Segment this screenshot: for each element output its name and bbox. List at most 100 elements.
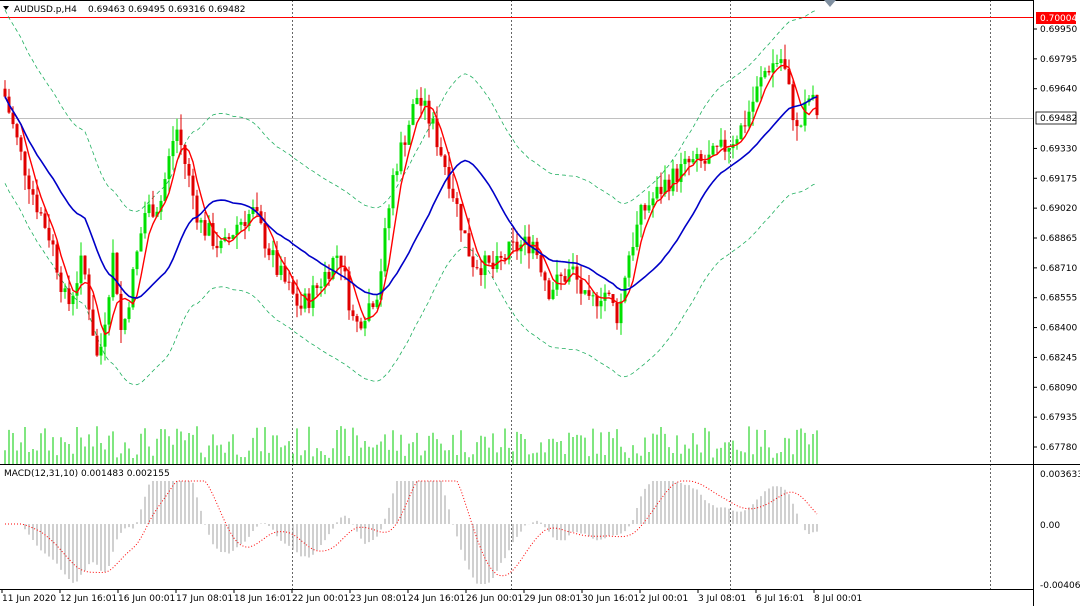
candle-body <box>387 208 391 229</box>
price-label: 0.68555 <box>1040 294 1077 304</box>
candle-body <box>687 158 691 163</box>
candle-body <box>639 204 643 225</box>
candle-body <box>15 124 19 138</box>
time-label: 26 Jun 00:01 <box>466 594 523 604</box>
candle-body <box>619 301 623 324</box>
candle-body <box>447 167 451 189</box>
time-label: 8 Jul 00:01 <box>814 594 862 604</box>
scroll-marker-icon[interactable] <box>824 0 836 7</box>
candle-body <box>251 207 255 215</box>
current-price-label: 0.69482 <box>1040 114 1077 124</box>
candle-body <box>367 303 371 321</box>
price-scale[interactable]: 0.69950 0.69795 0.69640 0.69330 0.69175 0.690… <box>1033 25 1077 453</box>
candle-body <box>631 246 635 256</box>
price-label: 0.69020 <box>1040 204 1077 214</box>
candle-body <box>263 223 267 249</box>
symbol-label: AUDUSD.p,H4 <box>14 5 77 15</box>
price-label: 0.68865 <box>1040 234 1077 244</box>
candle-body <box>343 267 347 272</box>
candle-body <box>599 300 603 307</box>
candle-body <box>359 321 363 329</box>
price-label: 0.68400 <box>1040 324 1077 334</box>
current-price-tag: 0.69482 <box>1035 111 1077 125</box>
candle-body <box>323 271 327 287</box>
triangle-down-icon[interactable] <box>3 6 9 10</box>
price-label: 0.67935 <box>1040 413 1077 423</box>
candle-body <box>475 267 479 269</box>
price-label: 0.69950 <box>1040 25 1077 35</box>
candle-body <box>435 118 439 148</box>
candle-body <box>211 223 215 246</box>
candle-body <box>99 346 103 356</box>
candle-body <box>747 111 751 127</box>
candle-body <box>199 220 203 223</box>
time-label: 29 Jun 08:01 <box>524 594 581 604</box>
candle-body <box>287 281 291 283</box>
candle-body <box>535 241 539 256</box>
candle-body <box>739 125 743 140</box>
candle-body <box>679 164 683 182</box>
candle-body <box>227 236 231 239</box>
candle-body <box>627 255 631 278</box>
time-label: 22 Jun 00:01 <box>292 594 349 604</box>
candle-body <box>71 295 75 305</box>
alert-price-tag[interactable]: 0.70004 <box>1036 12 1077 24</box>
candle-body <box>587 290 591 296</box>
candle-body <box>695 154 699 160</box>
candle-body <box>727 148 731 152</box>
candle-body <box>451 188 455 199</box>
candle-body <box>651 198 655 206</box>
candle-body <box>567 269 571 282</box>
candle-body <box>691 159 695 163</box>
candle-body <box>111 252 115 298</box>
candle-body <box>171 141 175 157</box>
candle-body <box>107 297 111 325</box>
candle-body <box>459 203 463 231</box>
candle-body <box>219 240 223 249</box>
candle-body <box>559 274 563 277</box>
time-label: 24 Jun 16:01 <box>408 594 465 604</box>
macd-panel[interactable]: MACD(12,31,10) 0.001483 0.002155 0.00363… <box>4 469 1080 591</box>
candle-body <box>371 303 375 308</box>
macd-histogram <box>24 481 818 584</box>
candle-body <box>419 97 423 106</box>
macd-scale-top: 0.003633 <box>1040 470 1080 480</box>
candle-body <box>499 255 503 258</box>
candle-body <box>787 68 791 85</box>
candle-body <box>755 86 759 102</box>
candle-body <box>331 257 335 279</box>
time-axis[interactable]: 11 Jun 2020 12 Jun 16:01 16 Jun 00:01 17 Ju… <box>1 589 862 604</box>
candle-body <box>131 269 135 308</box>
macd-scale-bottom: -0.00406 <box>1040 581 1080 591</box>
candle-body <box>291 282 295 294</box>
upper-band-line <box>4 9 818 212</box>
candle-body <box>595 295 599 307</box>
candle-body <box>139 233 143 252</box>
candle-body <box>515 241 519 252</box>
candle-body <box>483 255 487 276</box>
candle-body <box>391 175 395 209</box>
candle-body <box>411 104 415 125</box>
time-label: 11 Jun 2020 <box>2 594 56 604</box>
candle-body <box>151 204 155 217</box>
candle-body <box>463 230 467 234</box>
candle-body <box>579 279 583 294</box>
candle-body <box>327 271 331 279</box>
candle-body <box>751 101 755 112</box>
candle-body <box>43 213 47 228</box>
candle-body <box>607 292 611 295</box>
candle-body <box>335 255 339 258</box>
time-label: 30 Jun 16:01 <box>582 594 639 604</box>
price-label: 0.68090 <box>1040 383 1077 393</box>
price-label: 0.68245 <box>1040 353 1077 363</box>
candle-body <box>675 168 679 182</box>
candle-body <box>563 276 567 282</box>
candle-body <box>783 59 787 69</box>
candle-body <box>555 274 559 290</box>
candle-body <box>123 318 127 330</box>
candle-body <box>275 250 279 275</box>
candle-body <box>399 142 403 172</box>
volume-bars <box>4 426 818 464</box>
